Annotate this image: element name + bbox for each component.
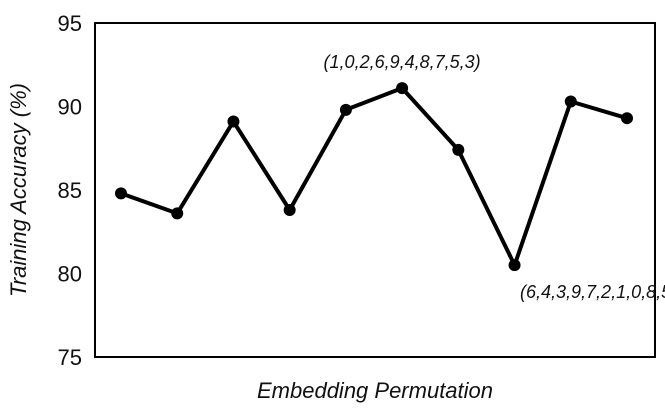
data-point — [283, 204, 296, 217]
data-point — [564, 95, 577, 108]
point-annotation: (6,4,3,9,7,2,1,0,8,5) — [520, 282, 665, 302]
data-point — [339, 103, 352, 116]
data-point — [621, 112, 633, 125]
data-point — [452, 143, 465, 156]
y-axis-title: Training Accuracy (%) — [6, 83, 31, 297]
series-line — [120, 86, 628, 268]
point-annotation: (1,0,2,6,9,4,8,7,5,3) — [324, 52, 481, 72]
data-points — [115, 82, 633, 272]
annotations: (1,0,2,6,9,4,8,7,5,3) (6,4,3,9,7,2,1,0,8,… — [324, 52, 665, 302]
y-tick-label: 75 — [58, 345, 82, 370]
x-axis-title: Embedding Permutation — [257, 378, 493, 403]
y-tick-label: 95 — [58, 11, 82, 36]
y-tick-label: 80 — [58, 262, 82, 287]
data-point — [396, 82, 409, 95]
y-tick-label: 85 — [58, 178, 82, 203]
data-point — [171, 207, 184, 220]
y-tick-label: 90 — [58, 95, 82, 120]
plot-area-frame — [94, 22, 656, 358]
data-point — [508, 259, 521, 272]
data-point — [115, 187, 127, 200]
data-point — [227, 115, 240, 128]
y-axis-ticks: 75 80 85 90 95 — [58, 11, 82, 370]
